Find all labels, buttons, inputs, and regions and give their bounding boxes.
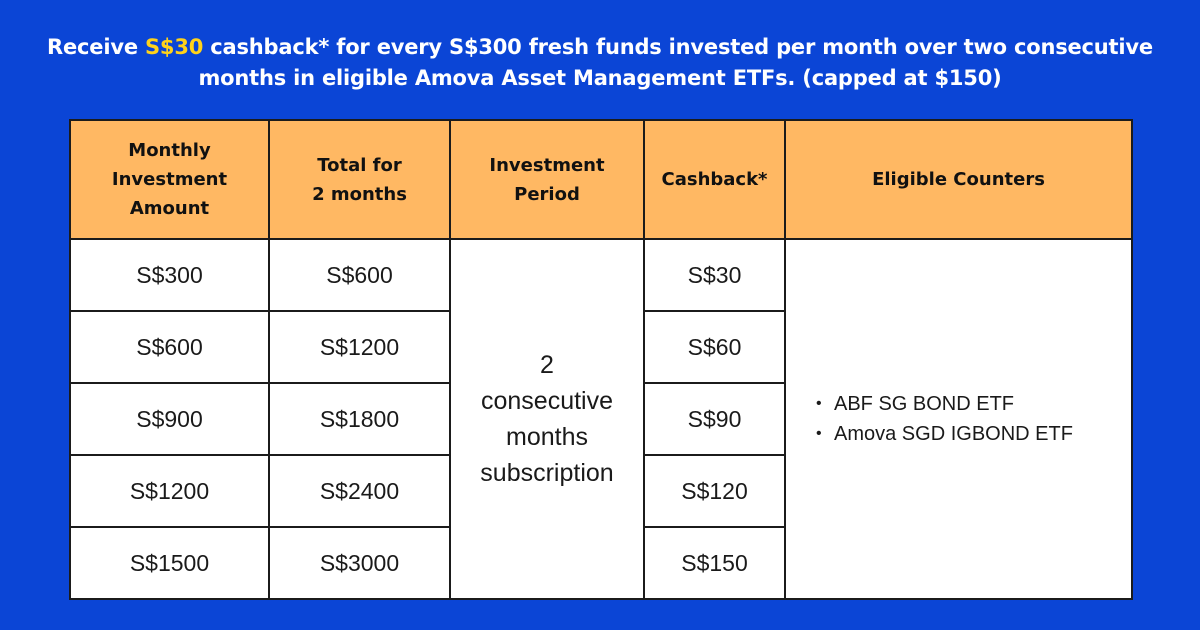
header-period-line1: Investment: [489, 154, 605, 176]
header-period-line2: Period: [514, 183, 580, 205]
header-eligible-counters: Eligible Counters: [784, 119, 1133, 240]
header-monthly-line3: Amount: [129, 198, 210, 219]
list-item: • ABF SG BOND ETF: [816, 389, 1131, 419]
header-total-for-2-months: Total for 2 months: [268, 119, 451, 240]
bullet-icon: •: [816, 425, 822, 442]
counter-name: ABF SG BOND ETF: [834, 393, 1015, 415]
eligible-counters-list: • ABF SG BOND ETF • Amova SGD IGBOND ETF: [786, 389, 1131, 449]
period-line: subscription: [480, 459, 614, 487]
headline-highlight-amount: S$30: [145, 35, 204, 59]
header-monthly-investment-amount: Monthly Investment Amount: [69, 119, 270, 240]
header-cashback: Cashback*: [643, 119, 786, 240]
total-amount-cell: S$1800: [268, 382, 451, 456]
investment-period-cell: 2 consecutive months subscription: [449, 238, 645, 600]
cashback-table: Monthly Investment Amount Total for 2 mo…: [69, 119, 1133, 600]
cashback-cell: S$120: [643, 454, 786, 528]
period-line: 2: [540, 351, 554, 379]
list-item: • Amova SGD IGBOND ETF: [816, 419, 1131, 449]
header-total-line1: Total for: [317, 154, 402, 176]
bullet-icon: •: [816, 395, 822, 412]
monthly-amount-cell: S$600: [69, 310, 270, 384]
header-total-line2: 2 months: [312, 183, 407, 205]
headline-prefix: Receive: [47, 35, 145, 59]
cashback-cell: S$30: [643, 238, 786, 312]
total-amount-cell: S$2400: [268, 454, 451, 528]
header-monthly-line2: Investment: [111, 169, 228, 190]
monthly-amount-cell: S$900: [69, 382, 270, 456]
monthly-amount-cell: S$300: [69, 238, 270, 312]
table-row: S$300 S$600 2 consecutive months subscri…: [69, 238, 1133, 600]
total-amount-cell: S$1200: [268, 310, 451, 384]
table-header-row: Monthly Investment Amount Total for 2 mo…: [69, 119, 1133, 240]
table-row: S$1200 S$2400 S$120: [69, 454, 1132, 528]
cashback-cell: S$150: [643, 526, 786, 600]
headline: Receive S$30 cashback* for every S$300 f…: [20, 32, 1180, 94]
eligible-counters-cell: • ABF SG BOND ETF • Amova SGD IGBOND ETF: [784, 238, 1133, 600]
cashback-cell: S$60: [643, 310, 786, 384]
cashback-cell: S$90: [643, 382, 786, 456]
counter-name: Amova SGD IGBOND ETF: [834, 423, 1073, 445]
header-monthly-line1: Monthly: [128, 140, 211, 161]
monthly-amount-cell: S$1500: [69, 526, 270, 600]
total-amount-cell: S$600: [268, 238, 451, 312]
period-line: consecutive: [480, 387, 614, 415]
monthly-amount-cell: S$1200: [69, 454, 270, 528]
table-row: S$900 S$1800 S$90: [69, 382, 1132, 456]
period-line: months: [506, 423, 588, 451]
header-investment-period: Investment Period: [449, 119, 645, 240]
total-amount-cell: S$3000: [268, 526, 451, 600]
table-row: S$1500 S$3000 S$150: [69, 526, 1132, 600]
headline-suffix: cashback* for every S$300 fresh funds in…: [198, 35, 1153, 90]
table-row: S$600 S$1200 S$60: [69, 310, 1132, 384]
